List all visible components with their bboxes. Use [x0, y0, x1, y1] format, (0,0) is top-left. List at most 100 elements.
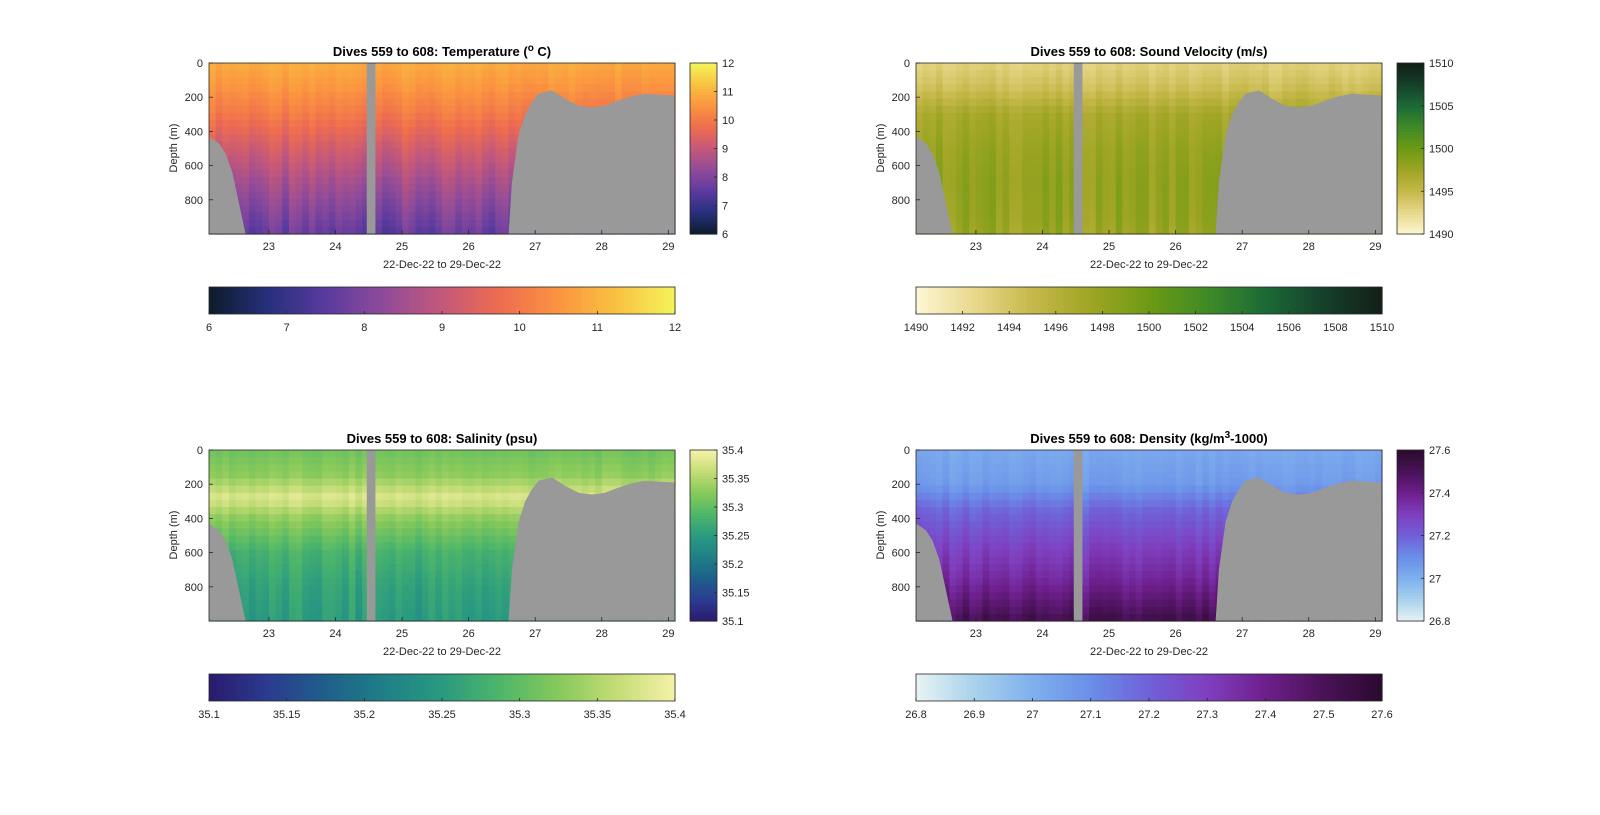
heatmap-cell: [275, 457, 283, 465]
heatmap-cell: [215, 91, 223, 100]
heatmap-cell: [916, 112, 924, 121]
colorbar-swatch: [690, 80, 717, 84]
heatmap-cell: [935, 148, 944, 157]
heatmap-cell: [395, 485, 403, 494]
heatmap-cell: [1089, 120, 1097, 128]
heatmap-cell: [1015, 91, 1024, 100]
heatmap-cell: [382, 141, 390, 150]
heatmap-cell: [1115, 141, 1123, 150]
heatmap-cell: [342, 184, 350, 192]
heatmap-cell: [322, 592, 330, 601]
heatmap-cell: [255, 91, 263, 100]
heatmap-cell: [1122, 219, 1130, 228]
heatmap-cell: [288, 169, 297, 178]
heatmap-cell: [255, 450, 263, 458]
heatmap-cell: [1015, 98, 1024, 107]
heatmap-cell: [375, 162, 383, 171]
colorbar-swatch: [275, 287, 280, 314]
heatmap-cell: [468, 613, 476, 622]
colorbar-swatch: [554, 287, 560, 314]
heatmap-cell: [428, 556, 436, 565]
heatmap-cell: [468, 599, 476, 608]
heatmap-cell: [1055, 120, 1064, 128]
heatmap-cell: [315, 585, 323, 594]
heatmap-cell: [348, 471, 357, 480]
heatmap-cell: [1322, 84, 1330, 93]
heatmap-cell: [228, 492, 237, 501]
heatmap-cell: [215, 492, 223, 501]
heatmap-cell: [215, 514, 223, 522]
heatmap-cell: [435, 141, 443, 150]
colorbar-swatch: [236, 287, 241, 314]
heatmap-cell: [282, 219, 290, 228]
colorbar-swatch: [597, 287, 602, 314]
heatmap-cell: [501, 599, 510, 608]
colorbar-swatch: [1086, 287, 1092, 314]
heatmap-cell: [515, 70, 523, 78]
heatmap-cell: [475, 127, 483, 135]
heatmap-cell: [355, 105, 363, 114]
colorbar-swatch: [228, 287, 233, 314]
heatmap-cell: [382, 492, 390, 501]
heatmap-cell: [1182, 105, 1190, 114]
heatmap-cell: [982, 98, 990, 107]
heatmap-cell: [1149, 205, 1157, 214]
heatmap-cell: [668, 70, 676, 78]
heatmap-cell: [242, 585, 250, 594]
colorbar-tick-label: 7: [722, 201, 728, 213]
colorbar-swatch: [321, 287, 327, 314]
heatmap-cell: [969, 63, 977, 71]
heatmap-cell: [962, 98, 970, 107]
heatmap-cell: [288, 578, 297, 586]
heatmap-cell: [382, 177, 390, 185]
heatmap-cell: [428, 471, 436, 480]
heatmap-cell: [1155, 84, 1163, 93]
heatmap-cell: [1035, 120, 1044, 128]
heatmap-cell: [255, 226, 263, 235]
heatmap-cell: [608, 63, 616, 71]
heatmap-cell: [1002, 191, 1010, 199]
heatmap-cell: [995, 162, 1004, 171]
heatmap-cell: [501, 592, 510, 601]
colorbar-swatch: [1397, 159, 1424, 164]
heatmap-cell: [1288, 70, 1297, 78]
heatmap-cell: [615, 77, 623, 85]
colorbar-tick-label: 10: [722, 115, 734, 127]
heatmap-cell: [488, 169, 496, 178]
heatmap-cell: [1162, 63, 1170, 71]
heatmap-cell: [235, 162, 243, 171]
heatmap-cell: [342, 219, 350, 228]
heatmap-cell: [1042, 120, 1050, 128]
heatmap-cell: [1035, 169, 1044, 178]
colorbar-swatch: [1005, 287, 1010, 314]
colorbar-swatch: [690, 108, 717, 113]
heatmap-cell: [455, 457, 463, 465]
heatmap-cell: [268, 592, 277, 601]
heatmap-cell: [1089, 70, 1097, 78]
heatmap-cell: [1335, 91, 1343, 100]
heatmap-cell: [282, 148, 290, 157]
heatmap-cell: [989, 212, 997, 221]
heatmap-cell: [481, 606, 490, 615]
heatmap-cell: [929, 70, 937, 78]
heatmap-cell: [388, 84, 396, 93]
heatmap-cell: [242, 162, 250, 171]
heatmap-cell: [608, 84, 616, 93]
heatmap-cell: [548, 63, 556, 71]
heatmap-cell: [508, 70, 516, 78]
heatmap-cell: [468, 549, 476, 558]
heatmap-cell: [435, 105, 443, 114]
heatmap-cell: [302, 564, 310, 572]
heatmap-cell: [455, 212, 463, 221]
heatmap-cell: [242, 84, 250, 93]
heatmap-cell: [255, 606, 263, 615]
heatmap-cell: [235, 464, 243, 472]
colorbar-swatch: [1234, 287, 1239, 314]
heatmap-cell: [1109, 63, 1117, 71]
heatmap-cell: [382, 507, 390, 515]
heatmap-cell: [375, 84, 383, 93]
heatmap-cell: [335, 564, 343, 572]
heatmap-cell: [262, 219, 270, 228]
heatmap-cell: [315, 613, 323, 622]
heatmap-cell: [408, 556, 416, 565]
